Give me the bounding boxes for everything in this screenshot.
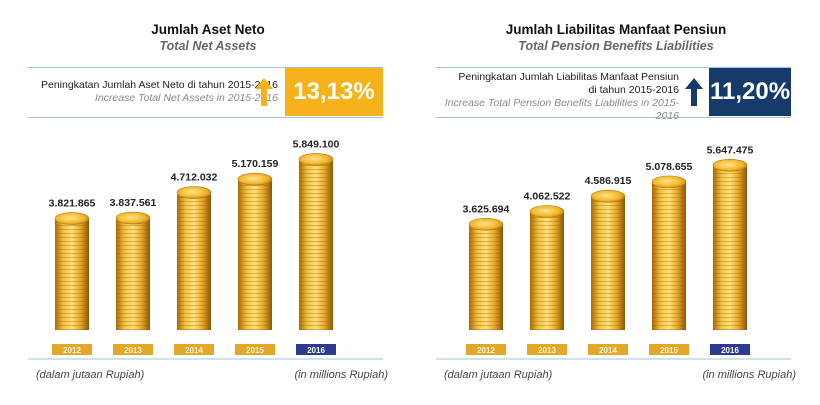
data-label: 3.821.865	[49, 198, 96, 210]
year-label-box	[235, 344, 275, 355]
divider-bottom	[28, 117, 383, 118]
data-label: 3.837.561	[110, 197, 157, 209]
panel-subtitle: Total Pension Benefits Liabilities	[518, 39, 714, 53]
increase-text: Peningkatan Jumlah Aset Neto di tahun 20…	[41, 79, 278, 105]
year-label-box	[296, 344, 336, 355]
x-tick-label: 2014	[599, 346, 617, 355]
panel-title: Jumlah Aset Neto	[151, 22, 265, 37]
unit-label-en: (in millions Rupiah)	[294, 369, 388, 381]
bar-2014: 2014 4.712.032	[171, 172, 218, 355]
divider-top	[28, 67, 383, 68]
data-label: 4.712.032	[171, 172, 218, 184]
coin-top	[712, 158, 748, 172]
arrow-up-icon	[685, 78, 703, 106]
data-label: 5.078.655	[646, 161, 693, 173]
increase-percent: 13,13%	[285, 68, 383, 116]
x-tick-label: 2012	[63, 346, 81, 355]
coin-ridges	[530, 211, 564, 330]
increase-text-id: Peningkatan Jumlah Liabilitas Manfaat Pe…	[458, 71, 679, 83]
coin-top	[298, 153, 334, 166]
increase-highlight: Peningkatan Jumlah Liabilitas Manfaat Pe…	[436, 67, 791, 122]
year-label-box	[174, 344, 214, 355]
x-tick-label: 2012	[477, 346, 495, 355]
data-label: 5.647.475	[707, 144, 754, 156]
increase-text-en: Increase Total Pension Benefits Liabilit…	[444, 97, 679, 122]
coin-ridges	[299, 159, 333, 330]
year-label-box	[710, 344, 750, 355]
x-tick-label: 2015	[246, 346, 264, 355]
increase-percent: 11,20%	[709, 68, 791, 116]
pension-liabilities-chart: 20123.625.69420134.062.52220144.586.9152…	[436, 144, 791, 360]
coin-top	[468, 217, 504, 231]
x-tick-label: 2015	[660, 346, 678, 355]
panel-title: Jumlah Liabilitas Manfaat Pensiun	[505, 22, 727, 37]
bar-2015: 2015 5.078.655	[646, 161, 693, 355]
year-label-box	[649, 344, 689, 355]
increase-text-id-cont: di tahun 2015-2016	[588, 84, 680, 96]
data-label: 4.062.522	[524, 191, 571, 203]
bar-2016: 2016 5.647.475	[707, 144, 754, 355]
divider-bottom	[436, 117, 791, 118]
year-label-box	[527, 344, 567, 355]
x-tick-label: 2016	[307, 346, 325, 355]
x-tick-label: 2014	[185, 346, 203, 355]
bar-2015: 2015 5.170.159	[232, 158, 279, 355]
bar-2012: 2012 3.625.694	[463, 203, 510, 355]
coin-ridges	[469, 224, 503, 330]
year-label-box	[466, 344, 506, 355]
net-assets-panel: Jumlah Aset Neto Total Net Assets Pening…	[28, 0, 388, 405]
bar-2013: 2013 4.062.522	[524, 191, 571, 355]
coin-top	[529, 205, 565, 218]
unit-label-id: (dalam jutaan Rupiah)	[444, 369, 553, 381]
coin-ridges	[177, 192, 211, 330]
unit-label-en: (in millions Rupiah)	[702, 369, 796, 381]
coin-ridges	[591, 196, 625, 330]
increase-text-id: Peningkatan Jumlah Aset Neto di tahun 20…	[40, 79, 278, 91]
coin-top	[651, 175, 687, 189]
year-label-box	[52, 344, 92, 355]
increase-highlight: Peningkatan Jumlah Aset Neto di tahun 20…	[28, 67, 383, 117]
coin-ridges	[238, 179, 272, 330]
coin-top	[590, 189, 626, 203]
bar-2014: 2014 4.586.915	[585, 175, 632, 355]
increase-text-en: Increase Total Net Assets in 2015-2016	[94, 92, 278, 104]
data-label: 3.625.694	[463, 203, 510, 215]
coin-ridges	[116, 218, 150, 330]
coin-top	[54, 212, 90, 225]
year-label-box	[588, 344, 628, 355]
panel-subtitle: Total Net Assets	[159, 39, 257, 53]
x-tick-label: 2016	[721, 346, 739, 355]
bar-2016: 2016 5.849.100	[293, 138, 340, 355]
arrow-up-icon	[255, 78, 273, 106]
data-label: 5.849.100	[293, 138, 340, 150]
data-label: 4.586.915	[585, 175, 632, 187]
coin-top	[176, 186, 212, 199]
coin-top	[115, 211, 151, 225]
coin-ridges	[55, 218, 89, 330]
unit-label-id: (dalam jutaan Rupiah)	[36, 369, 145, 381]
x-tick-label: 2013	[124, 346, 142, 355]
divider-top	[436, 67, 791, 68]
data-label: 5.170.159	[232, 158, 279, 170]
x-tick-label: 2013	[538, 346, 556, 355]
coin-ridges	[652, 181, 686, 330]
net-assets-chart: 20123.821.86520133.837.56120144.712.0322…	[28, 138, 383, 360]
bar-2013: 2013 3.837.561	[110, 197, 157, 355]
year-label-box	[113, 344, 153, 355]
bar-2012: 2012 3.821.865	[49, 198, 96, 355]
increase-text: Peningkatan Jumlah Liabilitas Manfaat Pe…	[436, 71, 679, 123]
coin-top	[237, 172, 273, 186]
pension-liabilities-panel: Jumlah Liabilitas Manfaat Pensiun Total …	[436, 0, 796, 405]
coin-ridges	[713, 165, 747, 330]
